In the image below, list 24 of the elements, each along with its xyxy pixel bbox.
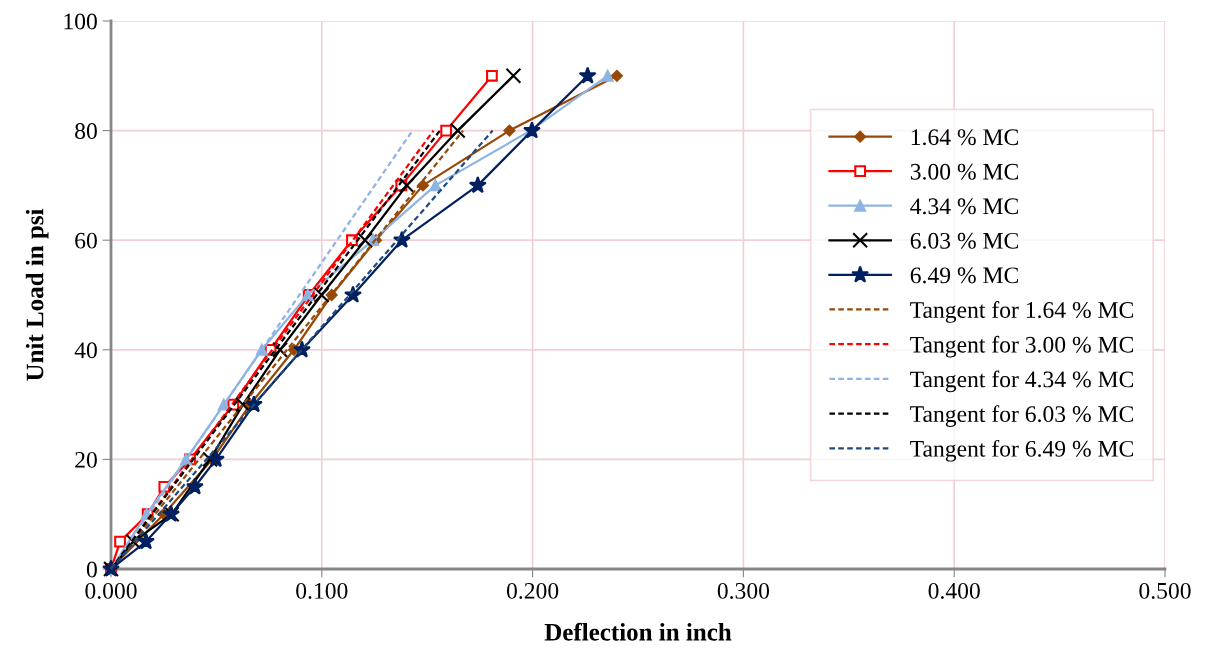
x-tick-label: 0.400	[928, 582, 980, 599]
y-axis-title: Unit Load in psi	[25, 208, 49, 381]
y-tick-label: 80	[75, 123, 97, 140]
x-tick-label: 0.500	[1139, 582, 1191, 599]
legend-label: Tangent for 6.03 % MC	[910, 405, 1133, 427]
legend-label: Tangent for 3.00 % MC	[910, 335, 1133, 358]
legend-label: Tangent for 6.49 % MC	[910, 439, 1133, 462]
legend-label: 6.03 % MC	[910, 232, 1018, 249]
x-axis-title: Deflection in inch	[544, 622, 732, 641]
y-tick-label: 0	[86, 561, 97, 578]
y-tick-label: 40	[74, 342, 97, 359]
legend-label: 4.34 % MC	[910, 198, 1018, 215]
y-tick-label: 20	[75, 451, 97, 468]
x-tick-label: 0.100	[296, 582, 348, 599]
legend-label: 3.00 % MC	[910, 163, 1018, 180]
legend-label: 6.49 % MC	[910, 267, 1018, 284]
legend-label: Tangent for 4.34 % MC	[910, 370, 1133, 393]
y-tick-label: 60	[75, 232, 97, 249]
x-tick-label: 0.000	[85, 582, 137, 599]
y-tick-label: 100	[64, 13, 97, 30]
legend-label: 1.64 % MC	[911, 129, 1018, 146]
x-tick-label: 0.300	[717, 582, 770, 599]
x-tick-label: 0.200	[506, 582, 559, 599]
legend-label: Tangent for 1.64 % MC	[910, 301, 1133, 323]
